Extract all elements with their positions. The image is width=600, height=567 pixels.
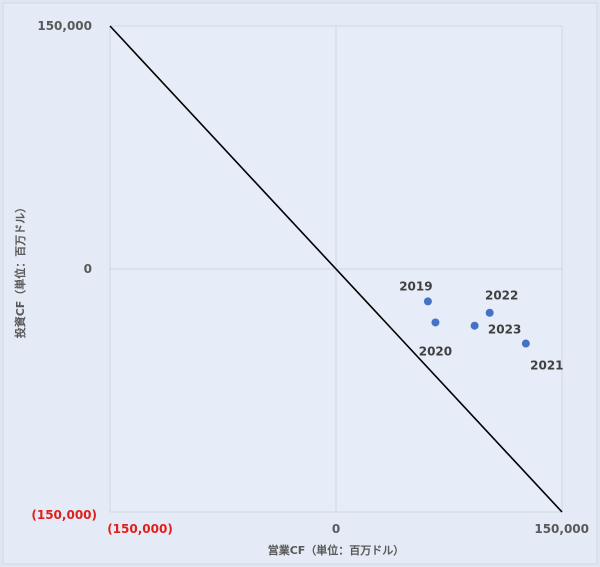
data-label-2023: 2023: [488, 323, 521, 337]
x-axis-title: 営業CF（単位：百万ドル）: [268, 543, 405, 557]
data-label-2021: 2021: [530, 359, 563, 373]
data-point-2019: [423, 297, 432, 306]
x-tick-label: (150,000): [107, 522, 173, 536]
x-tick-label: 150,000: [534, 522, 589, 536]
y-tick-label: (150,000): [31, 508, 97, 522]
data-point-2023: [470, 321, 479, 330]
data-label-2019: 2019: [399, 279, 432, 293]
data-label-2020: 2020: [419, 344, 452, 358]
reference-line: [109, 25, 563, 513]
y-axis-title: 投資CF（単位：百万ドル）: [13, 202, 27, 339]
x-tick-label: 0: [332, 522, 340, 536]
data-point-2021: [521, 339, 530, 348]
data-label-2022: 2022: [485, 289, 518, 303]
y-tick-label: 150,000: [37, 19, 92, 33]
y-tick-label: 0: [84, 262, 92, 276]
data-point-2022: [485, 308, 494, 317]
data-point-2020: [431, 318, 440, 327]
